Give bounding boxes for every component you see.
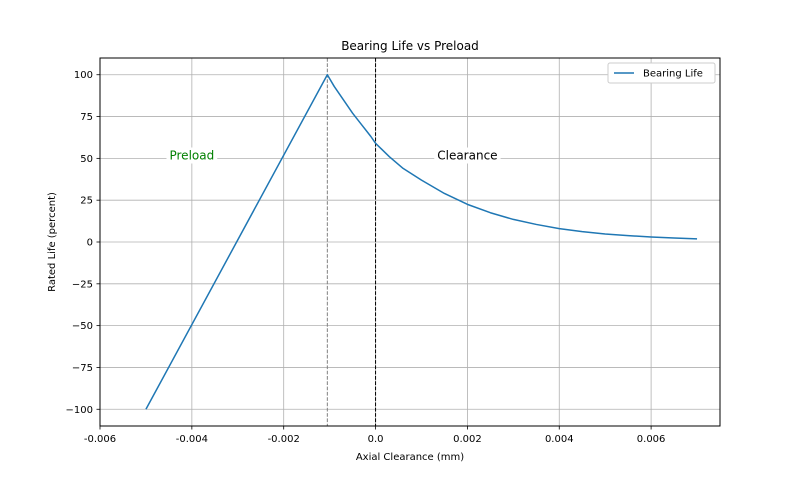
y-tick-label: 0 xyxy=(87,238,93,249)
y-tick-label: 25 xyxy=(80,196,93,207)
annotation-label: Preload xyxy=(169,149,214,163)
series-lines xyxy=(145,73,698,410)
x-tick-label: -0.004 xyxy=(176,434,208,445)
series-line xyxy=(145,73,698,410)
chart-title: Bearing Life vs Preload xyxy=(341,39,479,53)
x-tick-label: 0.0 xyxy=(368,434,384,445)
reference-lines xyxy=(326,58,377,426)
x-tick-label: 0.006 xyxy=(637,434,666,445)
x-axis-label: Axial Clearance (mm) xyxy=(356,452,464,463)
y-tick-label: −50 xyxy=(72,321,93,332)
x-tick-label: -0.006 xyxy=(84,434,116,445)
grid-lines xyxy=(99,58,720,426)
x-tick-label: -0.002 xyxy=(268,434,300,445)
legend-label: Bearing Life xyxy=(643,69,703,80)
y-tick-label: −100 xyxy=(66,405,93,416)
axis-ticks: -0.006 -0.004 -0.002 0.0 0.002 0.004 0.006 100 7… xyxy=(66,70,666,445)
x-tick-label: 0.002 xyxy=(453,434,482,445)
annotations: Preload Clearance xyxy=(166,147,501,164)
y-tick-label: −25 xyxy=(72,279,93,290)
legend-box xyxy=(607,62,716,84)
annotation-background xyxy=(434,147,501,164)
y-tick-label: 100 xyxy=(74,70,93,81)
y-axis-label: Rated Life (percent) xyxy=(47,192,58,292)
y-tick-label: 75 xyxy=(80,112,93,123)
y-tick-label: −75 xyxy=(72,363,93,374)
x-tick-label: 0.004 xyxy=(545,434,574,445)
y-tick-label: 50 xyxy=(80,154,93,165)
legend: Bearing Life xyxy=(607,62,716,84)
annotation-background xyxy=(166,147,218,164)
annotation-label: Clearance xyxy=(437,149,497,163)
